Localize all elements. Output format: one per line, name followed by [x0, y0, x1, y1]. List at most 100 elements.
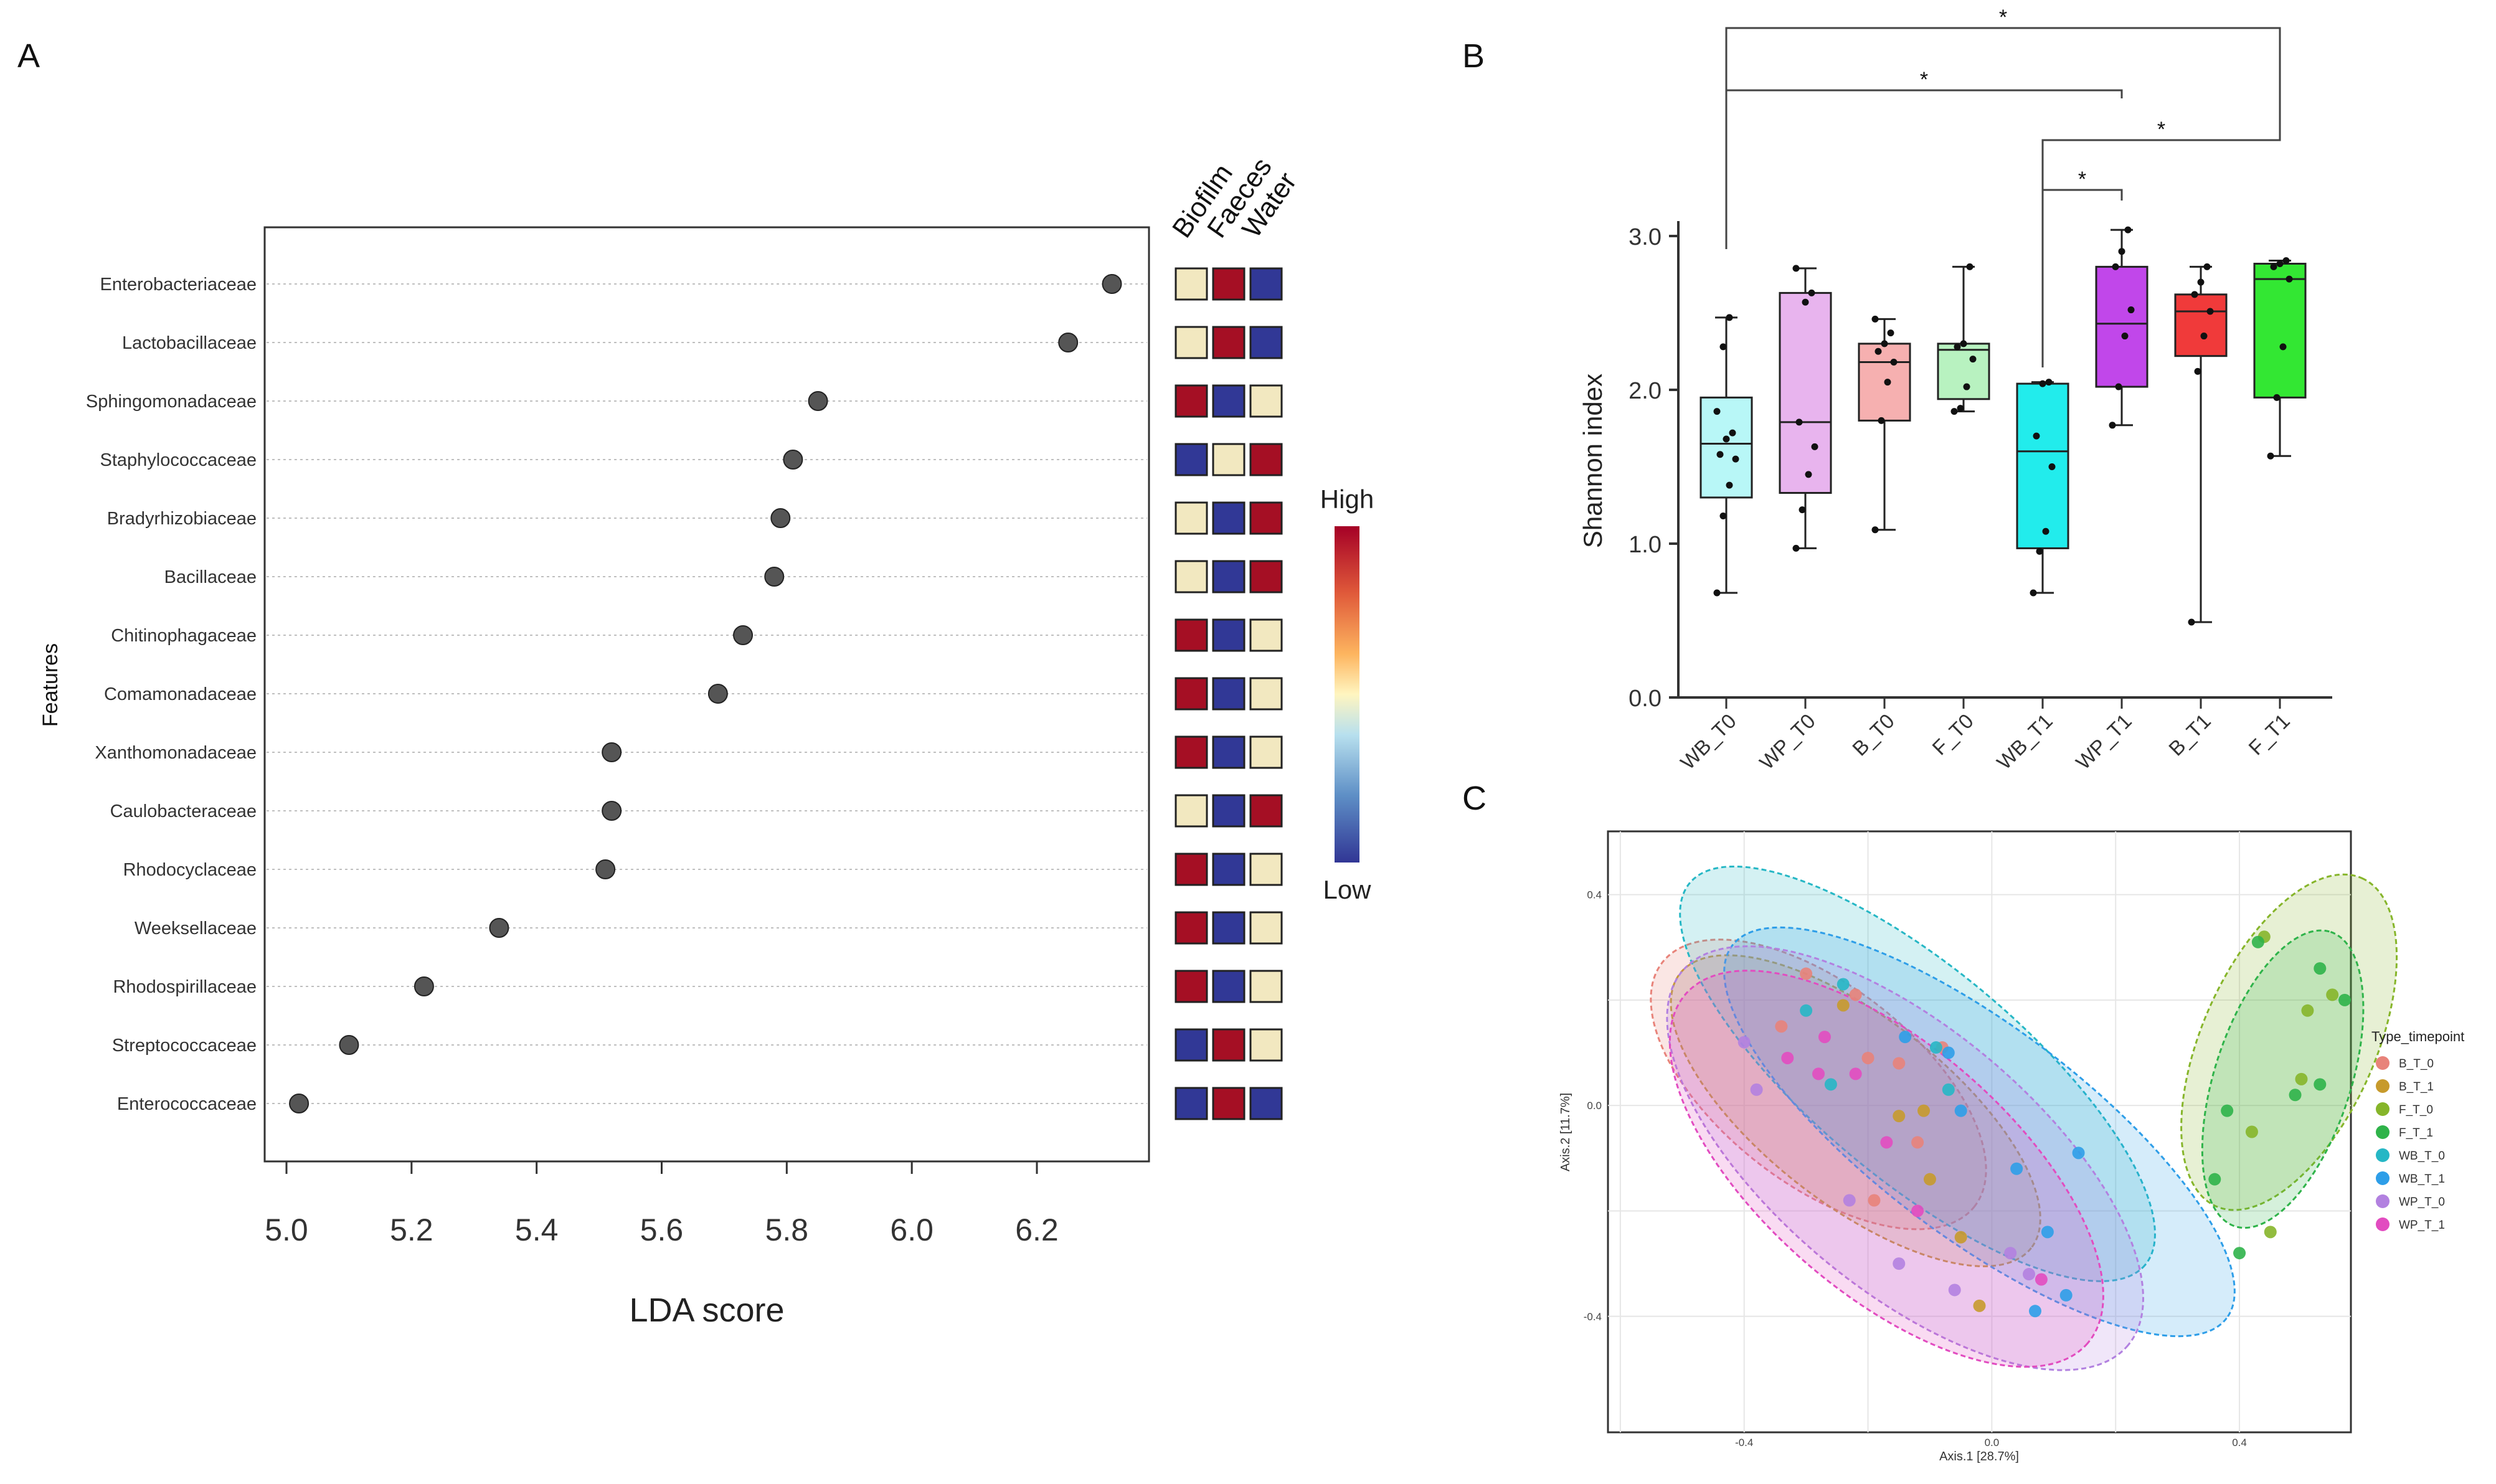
box-data-point: [1966, 263, 1974, 270]
pcoa-point: [1893, 1257, 1906, 1270]
feature-label: Comamonadaceae: [104, 684, 257, 704]
panel-label-c: C: [1462, 780, 1487, 817]
pcoa-point: [1837, 978, 1850, 991]
pcoa-point: [2326, 988, 2339, 1001]
heatmap-cell: [1212, 618, 1246, 652]
x-tick-label: 5.8: [765, 1212, 809, 1247]
pcoa-point: [2059, 1288, 2073, 1302]
x-tick-label: 6.2: [1015, 1212, 1059, 1247]
heatmap-cell: [1249, 618, 1283, 652]
box-data-point: [1811, 443, 1818, 450]
feature-label: Weeksellaceae: [135, 919, 257, 938]
box-data-point: [1713, 589, 1721, 597]
heatmap-cell: [1249, 911, 1283, 945]
pcoa-point: [1911, 1136, 1924, 1149]
heatmap-cell: [1249, 735, 1283, 769]
color-scale-bar: [1335, 526, 1359, 863]
box-data-point: [1871, 526, 1879, 534]
heatmap-cell: [1175, 970, 1208, 1003]
x-tick-label: F_T1: [2244, 709, 2294, 760]
legend-swatch: [2376, 1148, 2390, 1162]
lda-point: [602, 801, 622, 821]
panel-label-a: A: [17, 37, 40, 75]
lda-point: [602, 742, 622, 762]
heatmap-cell: [1175, 794, 1208, 828]
panel-a-x-axis-title: LDA score: [629, 1292, 784, 1329]
heatmap-cell: [1175, 618, 1208, 652]
legend-label: B_T_1: [2399, 1080, 2434, 1094]
x-tick-label: WP_T0: [1755, 709, 1820, 774]
feature-label: Xanthomonadaceae: [95, 743, 257, 763]
legend-label: WB_T_0: [2399, 1150, 2445, 1163]
confidence-ellipse: [2201, 929, 2365, 1229]
heatmap-cell: [1212, 443, 1246, 476]
pcoa-point: [1954, 1231, 1967, 1244]
y-tick-label: 1.0: [1629, 532, 1662, 558]
lda-point: [707, 684, 728, 704]
box-data-point: [1792, 265, 1800, 272]
box-data-point: [1963, 383, 1970, 390]
pcoa-point: [1818, 1031, 1831, 1044]
box-body: [2174, 293, 2228, 357]
legend-swatch: [2376, 1171, 2390, 1185]
heatmap-cell: [1212, 794, 1246, 828]
box-data-point: [1723, 435, 1730, 443]
panel-b-y-axis-title: Shannon index: [1578, 374, 1607, 548]
lda-point: [733, 625, 754, 645]
x-tick-label: 5.6: [640, 1212, 684, 1247]
heatmap-cell: [1175, 560, 1208, 593]
box-data-point: [1890, 359, 1898, 366]
box-data-point: [2036, 547, 2043, 555]
pcoa-point: [1893, 1110, 1906, 1123]
pcoa-point: [1849, 1067, 1862, 1080]
confidence-ellipse: [1668, 970, 2104, 1368]
pcoa-point: [2251, 935, 2264, 948]
heatmap-cell: [1212, 384, 1246, 418]
box-data-point: [2286, 275, 2293, 283]
feature-label: Lactobacillaceae: [122, 333, 257, 353]
significance-bracket: [1725, 27, 2281, 249]
box-data-point: [2045, 379, 2053, 386]
feature-label: Rhodospirillaceae: [113, 977, 257, 997]
pcoa-point: [1824, 1078, 1837, 1091]
pcoa-point: [1929, 1041, 1942, 1054]
box-data-point: [1969, 356, 1977, 363]
lda-point: [764, 567, 785, 587]
x-tick-label: WB_T1: [1992, 709, 2057, 774]
heatmap-cell: [1212, 970, 1246, 1003]
heatmap-cell: [1175, 735, 1208, 769]
pcoa-point: [1849, 988, 1862, 1001]
heatmap-cell: [1249, 560, 1283, 593]
box-body: [2016, 382, 2069, 549]
pcoa-point: [1880, 1136, 1893, 1149]
pcoa-point: [1868, 1194, 1881, 1207]
box-data-point: [1713, 408, 1721, 415]
box-data-point: [1874, 347, 1882, 355]
heatmap-cell: [1249, 677, 1283, 711]
lda-point: [1058, 333, 1079, 352]
box-data-point: [2124, 226, 2132, 234]
pcoa-point: [1750, 1083, 1763, 1096]
heatmap-cell: [1249, 267, 1283, 301]
y-tick-label: 2.0: [1629, 378, 1662, 404]
pcoa-point: [1893, 1057, 1906, 1070]
box-data-point: [1878, 417, 1885, 424]
box-data-point: [2273, 394, 2281, 401]
box-data-point: [1957, 405, 1964, 412]
box-body: [2095, 265, 2149, 388]
pcoa-point: [1948, 1283, 1961, 1297]
pcoa-point: [2295, 1072, 2308, 1085]
legend-label: WP_T_1: [2399, 1219, 2445, 1232]
x-tick-label: 5.4: [515, 1212, 559, 1247]
box-body: [1779, 291, 1832, 494]
panel-c-plot-area: [1607, 830, 2352, 1434]
heatmap-cell: [1175, 911, 1208, 945]
heatmap-cell: [1249, 794, 1283, 828]
feature-label: Enterobacteriaceae: [100, 275, 257, 295]
x-tick-label: B_T0: [1848, 709, 1899, 760]
legend-label: F_T_1: [2399, 1127, 2433, 1140]
feature-label: Enterococcaceae: [117, 1094, 257, 1114]
pcoa-point: [2035, 1273, 2048, 1286]
pcoa-point: [2245, 1125, 2258, 1138]
